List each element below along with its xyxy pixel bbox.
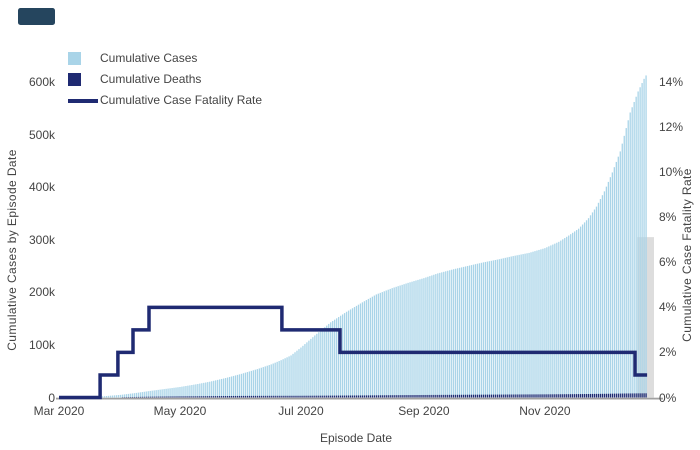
y-right-tick-label: 0% (659, 390, 677, 405)
legend-label: Cumulative Deaths (100, 72, 202, 86)
x-axis-line (56, 397, 663, 400)
cfr-line-swatch-icon (68, 98, 98, 103)
legend-item-cfr[interactable]: Cumulative Case Fatality Rate (68, 93, 262, 108)
y-left-tick-label: 200k (28, 285, 55, 300)
y-right-tick-label: 2% (659, 345, 677, 360)
y-left-tick-label: 0 (48, 390, 55, 405)
x-tick-label: Mar 2020 (33, 404, 85, 418)
deaths-bars (121, 393, 647, 398)
toolbar-corner-button[interactable] (18, 8, 55, 25)
x-tick-label: Jul 2020 (278, 404, 324, 418)
y-left-tick-label: 500k (28, 127, 55, 142)
x-axis-title: Episode Date (319, 431, 393, 445)
legend: Cumulative Cases Cumulative Deaths Cumul… (68, 51, 262, 108)
left-axis-title: Cumulative Cases by Episode Date (5, 149, 19, 351)
deaths-swatch-icon (68, 73, 81, 86)
legend-label: Cumulative Cases (100, 51, 198, 65)
y-left-tick-label: 400k (28, 180, 55, 195)
legend-label: Cumulative Case Fatality Rate (100, 93, 263, 107)
y-right-tick-label: 4% (659, 300, 677, 315)
cfr-step-line (59, 305, 648, 400)
y-right-tick-label: 8% (659, 210, 677, 225)
y-right-tick-label: 14% (659, 75, 684, 89)
legend-item-cumulative-cases[interactable]: Cumulative Cases (68, 51, 262, 66)
y-right-tick-label: 10% (659, 165, 684, 180)
y-right-tick-label: 12% (659, 120, 684, 135)
x-tick-label: Nov 2020 (519, 404, 571, 418)
cases-swatch-icon (68, 52, 81, 65)
y-left-tick-label: 300k (28, 232, 55, 247)
x-tick-label: Sep 2020 (398, 404, 450, 418)
y-right-tick-label: 6% (659, 255, 677, 270)
y-left-tick-label: 600k (28, 75, 55, 89)
legend-item-cumulative-deaths[interactable]: Cumulative Deaths (68, 72, 262, 87)
cases-bars (92, 75, 647, 398)
x-tick-label: May 2020 (153, 404, 207, 418)
y-left-tick-label: 100k (28, 337, 55, 352)
